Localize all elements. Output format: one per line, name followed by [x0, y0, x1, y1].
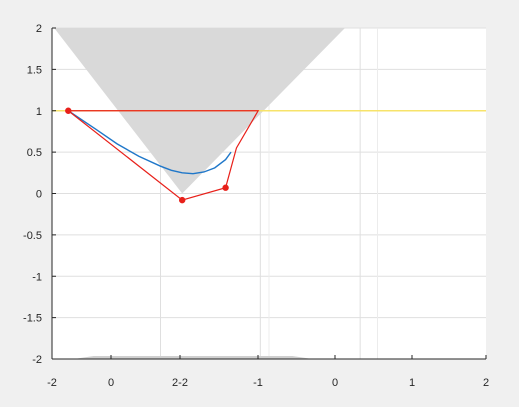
data-series — [52, 107, 486, 204]
x-tick-label: 1 — [409, 377, 415, 389]
x-tick-labels: -2 0 2-2 -1 0 1 2 — [47, 377, 489, 389]
control-point-marker — [179, 196, 186, 204]
x-tick-label: 0 — [332, 377, 338, 389]
y-tick-labels: 2 1.5 1 0.5 0 -0.5 -1 -1.5 -2 — [23, 23, 42, 366]
x-tick-label: 0 — [108, 377, 114, 389]
control-point-marker — [65, 107, 72, 114]
y-tick-label: 1.5 — [27, 64, 42, 76]
y-tick-label: -0.5 — [23, 230, 42, 242]
y-tick-label: -2 — [32, 354, 42, 366]
y-tick-label: -1 — [32, 271, 42, 283]
baseline-sliver — [73, 356, 313, 359]
y-tick-label: 2 — [36, 23, 42, 35]
axes — [51, 27, 487, 360]
y-tick-label: -1.5 — [23, 313, 42, 325]
y-tick-label: 0 — [36, 189, 42, 201]
x-tick-label: -2 — [47, 377, 57, 389]
control-point-marker — [222, 184, 229, 191]
curve-line — [67, 110, 232, 175]
x-tick-label: 2-2 — [172, 377, 188, 389]
x-tick-label: -1 — [253, 377, 263, 389]
y-tick-label: 1 — [36, 106, 42, 118]
y-tick-label: 0.5 — [27, 147, 42, 159]
control-polygon-line — [67, 110, 260, 201]
x-tick-label: 2 — [483, 377, 489, 389]
